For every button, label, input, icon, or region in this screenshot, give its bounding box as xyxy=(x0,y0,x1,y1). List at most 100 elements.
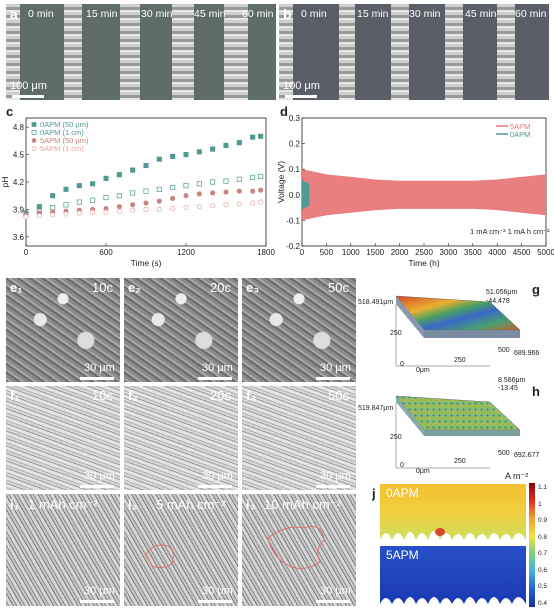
data-point xyxy=(116,172,122,178)
data-point xyxy=(116,208,122,214)
sem-label-i2: i₂ xyxy=(128,497,138,512)
time-label-30: 30 min xyxy=(409,8,441,20)
scale-bar-text-e2: 30 μm xyxy=(202,362,233,374)
x-max-h: 692.677 xyxy=(514,452,540,459)
data-point xyxy=(50,193,56,199)
sem-cycle-e2: 20c xyxy=(210,280,231,295)
data-point xyxy=(50,205,56,211)
series-envelope-0 xyxy=(302,169,546,221)
x-max-g: 689.966 xyxy=(514,350,540,357)
sem-image-f1 xyxy=(6,386,120,490)
scale-bar-f2 xyxy=(198,485,232,488)
y-tick-label: 4.2 xyxy=(13,178,25,187)
x-tick-label: 2000 xyxy=(391,248,409,257)
label-5apm: 5APM xyxy=(386,548,419,562)
sem-image-f2 xyxy=(124,386,238,490)
data-point xyxy=(130,207,136,213)
data-point xyxy=(90,197,96,203)
data-point xyxy=(50,212,56,218)
data-point xyxy=(236,176,242,182)
origin-h: 0 xyxy=(400,462,404,469)
data-point xyxy=(36,213,42,219)
data-point xyxy=(156,156,162,162)
legend-entry: 5APM xyxy=(510,122,530,131)
cycling-condition-note: 1 mA cm⁻² 1 mA h cm⁻² xyxy=(470,227,550,236)
data-point xyxy=(258,173,264,180)
scale-bar-e3 xyxy=(316,377,350,380)
x-axis-label: Time (s) xyxy=(131,258,162,268)
y-axis-label: pH xyxy=(0,177,10,188)
x-tick-label: 1200 xyxy=(177,248,195,257)
legend-entry: 0APM (1 cm) xyxy=(40,128,84,137)
panel-d-label: d xyxy=(280,104,288,119)
y-max-g: 518.491μm xyxy=(358,299,394,306)
data-point xyxy=(258,133,264,139)
x-tick-label: 500 xyxy=(320,248,334,257)
data-point xyxy=(63,186,69,192)
sem-cycle-e1: 10c xyxy=(92,280,113,295)
data-point xyxy=(170,205,176,212)
dendrite-outline-i2 xyxy=(145,544,174,569)
data-point xyxy=(250,134,256,140)
data-point xyxy=(116,193,122,199)
time-label-30: 30 min xyxy=(141,8,173,20)
y-tick-label: -0.2 xyxy=(286,242,300,251)
time-label-0: 0 min xyxy=(301,8,327,20)
scale-bar-i1 xyxy=(80,600,114,603)
origin-unit-h: 0μm xyxy=(416,468,430,475)
panel-a-label: a xyxy=(10,6,18,22)
data-point xyxy=(90,209,96,215)
scale-bar-text-i3: 30 μm xyxy=(320,585,351,597)
origin-unit-g: 0μm xyxy=(416,367,430,374)
x-tick-label: 1500 xyxy=(366,248,384,257)
data-point xyxy=(156,198,162,204)
current-map-5apm xyxy=(380,546,526,608)
x-mid-h: 250 xyxy=(454,458,466,465)
y-tick-label: -0.1 xyxy=(286,216,300,225)
data-point xyxy=(156,206,162,212)
legend-marker xyxy=(31,138,37,143)
scale-tick: 0.9 xyxy=(538,517,548,524)
x-mid-g: 250 xyxy=(454,357,466,364)
y-axis-label: Voltage (V) xyxy=(276,161,286,203)
y-mid-g: 250 xyxy=(390,330,402,337)
scale-tick: 0.8 xyxy=(538,533,548,541)
data-point xyxy=(223,142,229,148)
data-point xyxy=(210,146,216,152)
x-axis-label: Time (h) xyxy=(408,258,439,268)
sem-label-f2: f₂ xyxy=(128,388,139,403)
scale-tick: 0.6 xyxy=(538,566,548,574)
y-mid-h: 250 xyxy=(390,434,402,441)
y-tick-label: 0.1 xyxy=(289,165,301,174)
data-point xyxy=(143,188,149,194)
x-tick-label: 600 xyxy=(99,248,113,257)
data-point xyxy=(170,184,176,191)
data-point xyxy=(210,179,216,185)
scale-bar-text-f3: 30 μm xyxy=(320,470,351,482)
origin-g: 0 xyxy=(400,361,404,368)
x-tick-label: 3500 xyxy=(464,248,482,257)
scale-bar-f1 xyxy=(80,485,114,488)
dendrite-outline-i3 xyxy=(267,526,325,569)
ph-chart: 0 600 1200 1800 3.6 3.9 4.2 4.5 4.8 Time (s) pH 0AP… xyxy=(0,117,275,268)
z-bot-h: -13.45 xyxy=(498,385,518,392)
sem-label-f1: f₁ xyxy=(10,388,20,403)
scale-bar-text: 100 μm xyxy=(283,80,320,92)
data-point xyxy=(223,189,229,195)
x-tick-label: 0 xyxy=(300,248,305,257)
y-tick-label: 0.0 xyxy=(289,191,301,200)
series-1 xyxy=(23,173,264,218)
sem-image-e2 xyxy=(124,278,238,382)
scale-bar xyxy=(285,95,317,98)
panel-j-label: j xyxy=(372,486,376,501)
data-point xyxy=(223,178,229,184)
time-label-15: 15 min xyxy=(357,8,389,20)
y-tick-label: 4.5 xyxy=(13,151,25,160)
sem-label-e1: e₁ xyxy=(10,280,23,295)
color-scale-ticks: 1.1 1 0.9 0.8 0.7 0.6 0.5 0.4 xyxy=(538,480,554,610)
y-tick-label: 0.2 xyxy=(289,140,301,149)
data-point xyxy=(236,188,242,194)
data-point xyxy=(103,194,109,201)
voltage-chart: 0 500 1000 1500 2000 2500 3000 3500 4000 4500 5000… xyxy=(276,114,554,268)
legend-entry: 5APM (50 μm) xyxy=(40,136,89,145)
